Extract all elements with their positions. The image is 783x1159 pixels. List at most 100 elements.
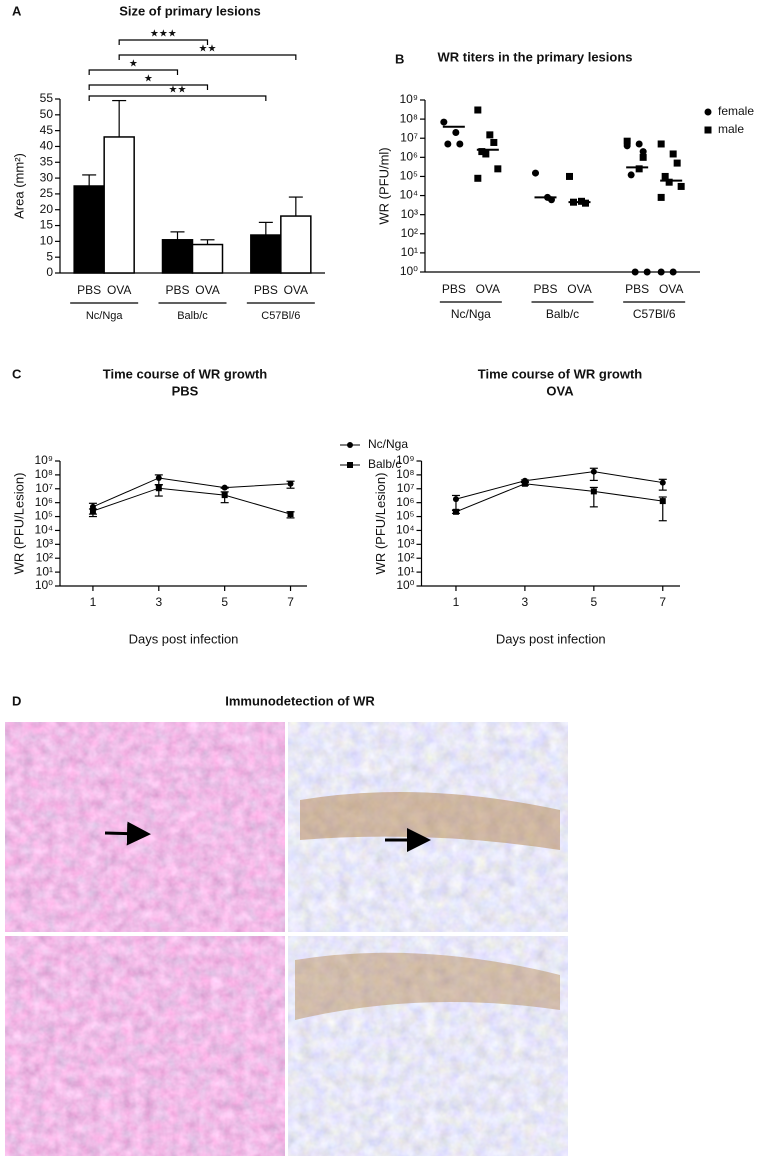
series-line: [455, 471, 663, 500]
chart-title: Time course of WR growth: [103, 366, 267, 381]
circle-marker: [452, 496, 459, 503]
y-tick-label: 10⁰: [396, 578, 414, 592]
square-marker: [677, 182, 685, 190]
chart-title: WR titers in the primary lesions: [437, 49, 632, 64]
circle-marker: [440, 118, 448, 126]
circle-marker: [155, 474, 162, 481]
square-marker: [665, 178, 673, 186]
square-marker: [570, 198, 577, 206]
square-marker: [452, 508, 459, 515]
square-marker: [221, 492, 228, 499]
bar: [191, 243, 224, 274]
significance-bracket: [88, 84, 209, 90]
y-tick-label: 10⁴: [396, 523, 415, 537]
bar: [73, 185, 105, 274]
chart-subtitle: PBS: [172, 383, 199, 398]
circle-marker: [456, 140, 464, 148]
bar: [161, 239, 194, 274]
y-tick-label: 10²: [401, 226, 418, 240]
x-axis-label: Days post infection: [129, 631, 239, 646]
y-tick-label: 10⁴: [399, 188, 418, 202]
group-label: Balb/c: [177, 310, 208, 322]
bar: [280, 215, 312, 274]
x-tick-label: 5: [221, 595, 228, 609]
x-tick-label: OVA: [659, 282, 683, 296]
y-tick-label: 10³: [401, 207, 418, 221]
significance-label: ★: [144, 74, 153, 85]
x-tick-label: OVA: [476, 282, 500, 296]
y-tick-label: 5: [46, 249, 53, 263]
square-marker: [89, 508, 96, 515]
y-tick-label: 15: [40, 218, 54, 232]
y-tick-label: 20: [40, 202, 54, 216]
circle-marker: [221, 484, 228, 491]
y-tick-label: 10⁹: [396, 453, 415, 467]
y-tick-label: 10⁰: [400, 264, 418, 278]
y-tick-label: 10⁶: [396, 495, 414, 509]
square-marker: [704, 126, 712, 134]
square-marker: [482, 150, 490, 158]
significance-bracket: [88, 69, 179, 75]
panel-label: A: [12, 3, 22, 18]
y-tick-label: 10¹: [401, 245, 418, 259]
square-marker: [623, 137, 631, 145]
group-label: Nc/Nga: [451, 307, 491, 321]
panel-title: Immunodetection of WR: [225, 693, 375, 708]
square-marker: [490, 138, 498, 146]
circle-marker: [532, 169, 539, 177]
significance-label: ★: [129, 59, 138, 70]
square-marker: [287, 511, 294, 518]
square-marker: [657, 193, 665, 201]
x-tick-label: OVA: [567, 282, 591, 296]
series-line: [455, 483, 663, 513]
y-tick-label: 55: [40, 91, 54, 105]
y-axis-label: WR (PFU/Lesion): [11, 473, 26, 575]
panel-label: D: [12, 693, 21, 708]
square-marker: [578, 197, 585, 205]
y-tick-label: 45: [40, 123, 54, 137]
square-marker: [673, 159, 681, 167]
square-marker: [659, 498, 666, 505]
circle-marker: [631, 268, 639, 276]
y-tick-label: 10⁵: [35, 509, 53, 523]
circle-marker: [347, 442, 353, 448]
x-tick-label: OVA: [107, 283, 131, 297]
chart-subtitle: OVA: [546, 383, 574, 398]
x-tick-label: OVA: [284, 283, 308, 297]
circle-marker: [704, 108, 712, 116]
circle-marker: [287, 480, 294, 487]
significance-label: ★★: [199, 44, 217, 55]
y-tick-label: 10¹: [397, 564, 414, 578]
x-tick-label: PBS: [77, 283, 101, 297]
y-tick-label: 10⁸: [35, 467, 53, 481]
y-tick-label: 10³: [397, 537, 414, 551]
y-tick-label: 10⁵: [396, 509, 414, 523]
y-tick-label: 10⁶: [35, 495, 53, 509]
x-tick-label: 3: [522, 595, 529, 609]
group-label: Balb/c: [546, 307, 579, 321]
square-marker: [566, 172, 573, 180]
circle-marker: [643, 268, 651, 276]
square-marker: [582, 199, 589, 207]
y-tick-label: 10⁵: [400, 169, 418, 183]
arrow: [104, 821, 151, 846]
y-tick-label: 10: [40, 234, 54, 248]
x-tick-label: 5: [590, 595, 597, 609]
micrograph: [288, 722, 568, 932]
y-tick-label: 10⁷: [35, 481, 53, 495]
circle-marker: [444, 140, 452, 148]
y-tick-label: 10⁹: [35, 453, 54, 467]
y-tick-label: 25: [40, 186, 54, 200]
y-tick-label: 10⁹: [400, 92, 419, 106]
series-line: [92, 477, 291, 508]
y-tick-label: 0: [46, 265, 53, 279]
x-tick-label: PBS: [625, 282, 649, 296]
stain-region: [295, 952, 560, 1020]
x-tick-label: PBS: [254, 283, 278, 297]
series-line: [92, 487, 291, 515]
legend-label: Nc/Nga: [368, 437, 408, 451]
y-tick-label: 10⁴: [34, 523, 53, 537]
y-tick-label: 10⁸: [400, 111, 418, 125]
y-tick-label: 50: [40, 107, 54, 121]
